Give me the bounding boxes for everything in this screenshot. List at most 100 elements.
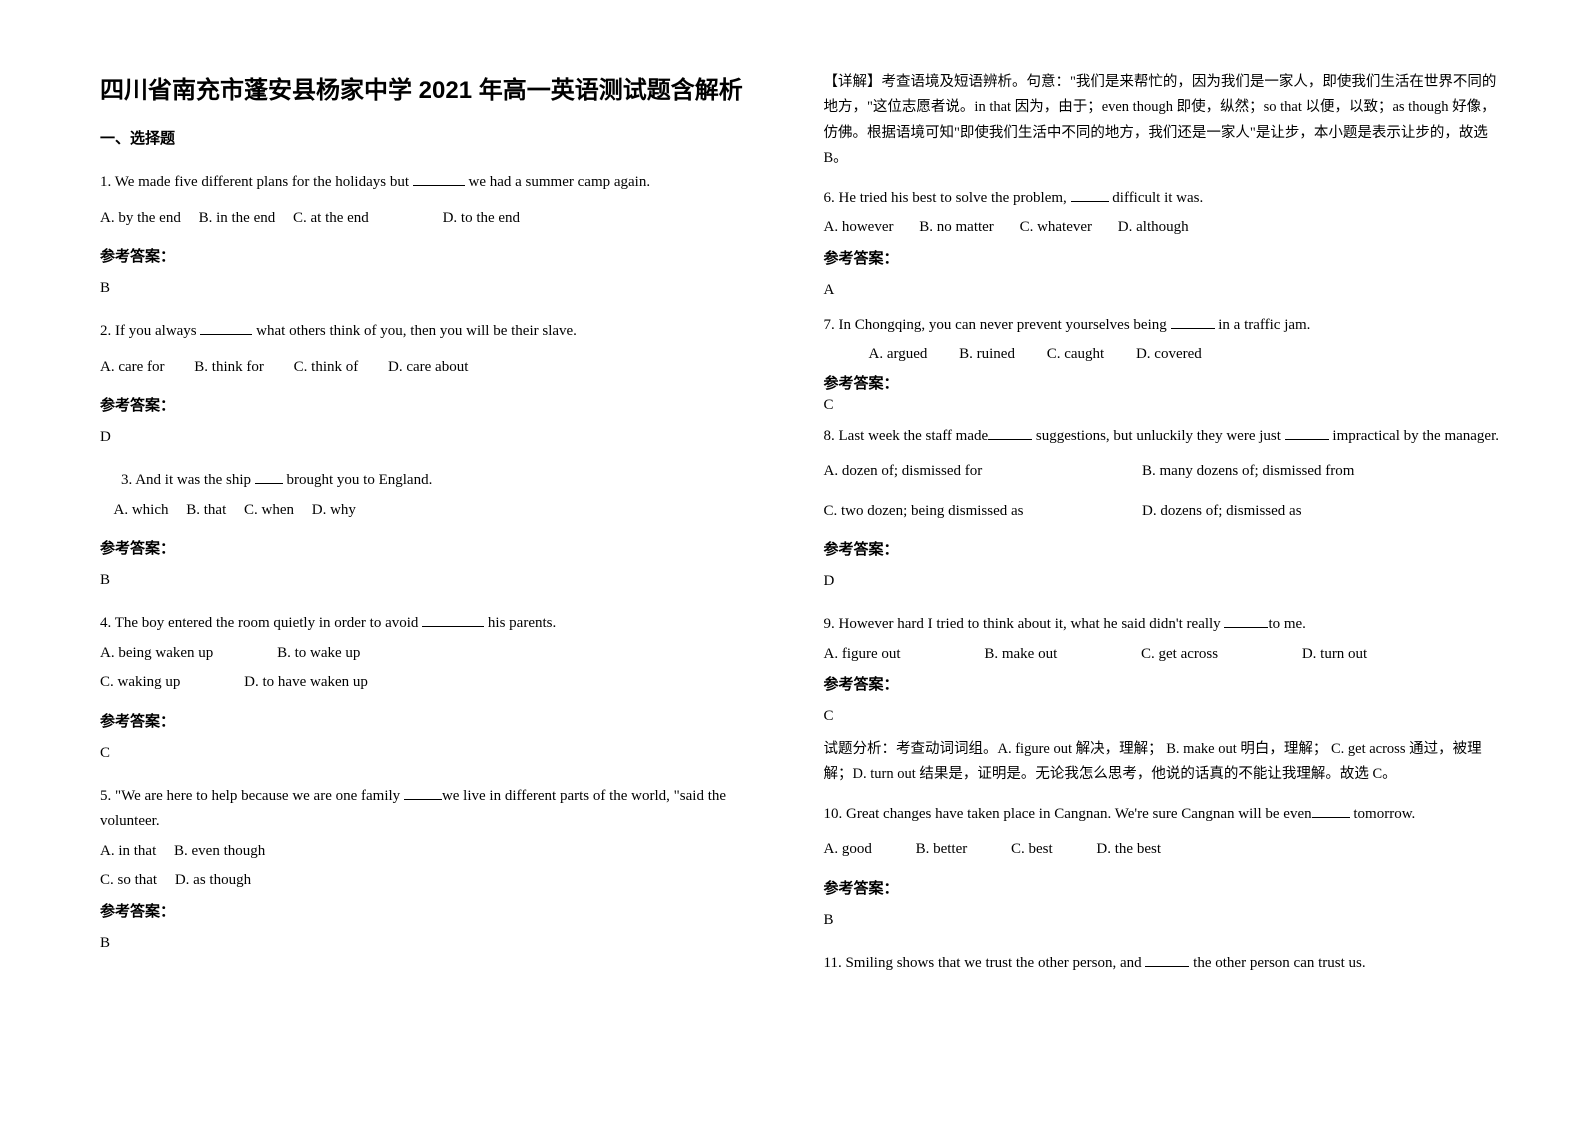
opt-a: A. figure out (824, 642, 901, 668)
opt-d: D. covered (1136, 342, 1202, 368)
q-text-pre: He tried his best to solve the problem, (839, 190, 1071, 206)
blank (1224, 615, 1268, 629)
answer-heading: 参考答案： (824, 673, 1508, 694)
options-row: A. in that B. even though (100, 839, 774, 865)
options: A. good B. better C. best D. the best (824, 837, 1508, 863)
q-text-pre: And it was the ship (135, 472, 255, 488)
options: A. by the end B. in the end C. at the en… (100, 206, 774, 232)
section-heading: 一、选择题 (100, 127, 774, 148)
q-text-mid: suggestions, but unluckily they were jus… (1032, 428, 1284, 444)
answer: D (100, 429, 774, 446)
answer: D (824, 573, 1508, 590)
opt-b: B. think for (194, 355, 264, 381)
opt-c: C. waking up (100, 670, 180, 696)
q-num: 3. (121, 472, 132, 488)
q-num: 8. (824, 428, 835, 444)
answer: C (100, 745, 774, 762)
opt-b: B. ruined (959, 342, 1015, 368)
q-text-post: his parents. (484, 615, 556, 631)
explanation: 试题分析：考查动词词组。A. figure out 解决，理解； B. make… (824, 737, 1508, 788)
opt-c: C. get across (1141, 642, 1218, 668)
options-row: C. waking up D. to have waken up (100, 670, 774, 696)
opt-c: C. caught (1047, 342, 1105, 368)
options: A. care for B. think for C. think of D. … (100, 355, 774, 381)
q-text-post: to me. (1268, 616, 1306, 632)
answer-heading: 参考答案： (824, 247, 1508, 268)
q-num: 5. (100, 788, 111, 804)
opt-d: D. as though (175, 868, 251, 894)
blank (1171, 315, 1215, 329)
q-text-pre: In Chongqing, you can never prevent your… (839, 317, 1171, 333)
page-title: 四川省南充市蓬安县杨家中学 2021 年高一英语测试题含解析 (100, 70, 774, 105)
q-text-pre: Smiling shows that we trust the other pe… (845, 955, 1145, 971)
question-stem: 11. Smiling shows that we trust the othe… (824, 951, 1508, 977)
opt-a: A. good (824, 837, 872, 863)
blank (255, 471, 283, 485)
answer: B (100, 572, 774, 589)
question-stem: 3. And it was the ship brought you to En… (100, 468, 774, 494)
opt-c: C. when (244, 498, 294, 524)
q-num: 11. (824, 955, 842, 971)
q-text-post: brought you to England. (283, 472, 433, 488)
q-text-post: we had a summer camp again. (465, 174, 650, 190)
opt-c: C. whatever (1020, 215, 1092, 241)
opt-b: B. make out (984, 642, 1057, 668)
opt-d: D. to the end (443, 206, 520, 232)
blank (988, 426, 1032, 440)
q-text-post: impractical by the manager. (1329, 428, 1499, 444)
options: A. argued B. ruined C. caught D. covered (824, 342, 1508, 368)
answer-heading: 参考答案： (100, 245, 774, 266)
opt-d: D. dozens of; dismissed as (1142, 499, 1443, 525)
opt-b: B. better (916, 837, 968, 863)
opt-d: D. why (312, 498, 356, 524)
opt-a: A. however (824, 215, 894, 241)
q-text-post: in a traffic jam. (1215, 317, 1311, 333)
blank (422, 614, 484, 628)
q-text-pre: Great changes have taken place in Cangna… (846, 806, 1312, 822)
opt-d: D. to have waken up (244, 670, 368, 696)
answer-heading: 参考答案： (100, 710, 774, 731)
q-text-post: the other person can trust us. (1189, 955, 1365, 971)
blank (1071, 188, 1109, 202)
blank (200, 322, 252, 336)
opt-b: B. even though (174, 839, 265, 865)
opt-c: C. so that (100, 868, 157, 894)
q-text-pre: If you always (115, 323, 200, 339)
left-column: 四川省南充市蓬安县杨家中学 2021 年高一英语测试题含解析 一、选择题 1. … (100, 70, 814, 1082)
opt-b: B. many dozens of; dismissed from (1142, 459, 1443, 485)
q-num: 9. (824, 616, 835, 632)
options-row: A. being waken up B. to wake up (100, 641, 774, 667)
opt-c: C. best (1011, 837, 1053, 863)
q-num: 2. (100, 323, 111, 339)
exam-page: 四川省南充市蓬安县杨家中学 2021 年高一英语测试题含解析 一、选择题 1. … (0, 0, 1587, 1122)
opt-c: C. think of (294, 355, 359, 381)
opt-b: B. in the end (199, 206, 276, 232)
q-num: 10. (824, 806, 843, 822)
options: A. however B. no matter C. whatever D. a… (824, 215, 1508, 241)
answer-heading: 参考答案： (100, 537, 774, 558)
blank (404, 786, 442, 800)
q-text-post: tomorrow. (1350, 806, 1416, 822)
opt-a: A. dozen of; dismissed for (824, 459, 1125, 485)
opt-d: D. care about (388, 355, 468, 381)
opt-d: D. turn out (1302, 642, 1367, 668)
options-row: C. two dozen; being dismissed as D. doze… (824, 499, 1508, 525)
explanation: 【详解】考查语境及短语辨析。句意："我们是来帮忙的，因为我们是一家人，即使我们生… (824, 70, 1508, 172)
opt-a: A. care for (100, 355, 165, 381)
answer-heading: 参考答案： (824, 372, 1508, 393)
opt-c: C. two dozen; being dismissed as (824, 499, 1125, 525)
q-text-pre: Last week the staff made (839, 428, 989, 444)
q-text-pre: We made five different plans for the hol… (115, 174, 413, 190)
q-text-pre: However hard I tried to think about it, … (839, 616, 1225, 632)
question-stem: 9. However hard I tried to think about i… (824, 612, 1508, 638)
q-num: 1. (100, 174, 111, 190)
question-stem: 1. We made five different plans for the … (100, 170, 774, 196)
answer-heading: 参考答案： (824, 877, 1508, 898)
question-stem: 10. Great changes have taken place in Ca… (824, 802, 1508, 828)
q-num: 6. (824, 190, 835, 206)
opt-a: A. being waken up (100, 641, 213, 667)
question-stem: 6. He tried his best to solve the proble… (824, 186, 1508, 212)
blank (1312, 804, 1350, 818)
blank (1285, 426, 1329, 440)
q-text-post: what others think of you, then you will … (252, 323, 577, 339)
